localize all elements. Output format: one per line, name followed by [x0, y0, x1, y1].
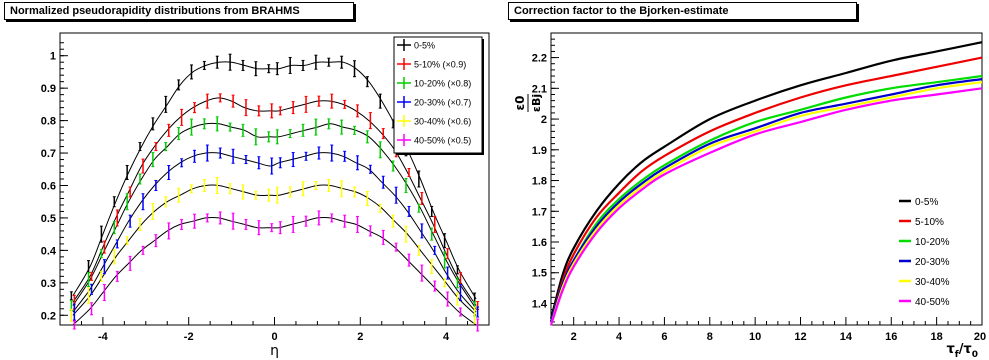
series-line [549, 81, 983, 326]
y-tick-label: 0.7 [41, 148, 56, 160]
x-tick-label: 18 [931, 331, 943, 343]
x-tick-label: 6 [661, 331, 667, 343]
y-tick-label: 1.8 [532, 176, 547, 188]
legend-label: 30-40% [915, 277, 950, 288]
y-tick-label: 1.5 [532, 268, 547, 280]
y-tick-label: 1.7 [532, 206, 547, 218]
x-axis-label: η [270, 343, 279, 359]
y-axis-label-numerator: ε0 [513, 95, 527, 110]
y-tick-label: 0.6 [41, 180, 56, 192]
x-tick-label: 14 [840, 331, 853, 343]
y-tick-label: 2.1 [532, 83, 547, 95]
y-axis-label-denominator: εBj [530, 94, 543, 112]
legend-box [393, 36, 483, 154]
y-tick-label: 1 [50, 51, 56, 63]
y-tick-label: 0.8 [41, 116, 56, 128]
legend-label: 5-10% [915, 217, 944, 228]
left-chart: -4 -2 0 2 4 0.2 0.3 0.4 0.5 0.6 0.7 0.8 0.9 1 η 0-5% 5-1… [41, 32, 490, 359]
legend-label: 10-20% (×0.8) [414, 79, 471, 89]
x-tick-label: 20 [974, 331, 986, 343]
x-tick-label: -2 [184, 331, 194, 343]
x-tick-label: 10 [749, 331, 761, 343]
x-tick-label: 16 [885, 331, 897, 343]
right-chart: 2 4 6 8 10 12 14 16 18 20 1.4 1.5 1.6 1.7 1.8 1.9 2 2.1 2.… [513, 32, 986, 360]
x-tick-label: 4 [616, 331, 623, 343]
legend-label: 40-50% (×0.5) [414, 136, 471, 146]
x-tick-label: 12 [794, 331, 806, 343]
x-tick-label: 4 [443, 331, 450, 343]
legend-label: 0-5% [414, 41, 435, 51]
legend-label: 0-5% [915, 197, 938, 208]
series-line [549, 87, 983, 326]
legend-box [891, 191, 977, 311]
y-tick-label: 1.4 [532, 298, 548, 310]
y-tick-label: 2 [541, 114, 547, 126]
series-line [549, 41, 983, 320]
y-tick-label: 0.4 [41, 245, 57, 257]
y-axis-label: ε0 εBj [513, 94, 543, 112]
legend-label: 20-30% [915, 257, 950, 268]
right-chart-title: Correction factor to the Bjorken-estimat… [508, 2, 857, 20]
legend-label: 10-20% [915, 237, 950, 248]
legend-label: 30-40% (×0.6) [414, 117, 471, 127]
y-tick-label: 0.5 [41, 213, 56, 225]
x-tick-label: 8 [707, 331, 713, 343]
x-tick-label: 2 [357, 331, 363, 343]
y-tick-label: 0.3 [41, 278, 56, 290]
y-tick-label: 1.9 [532, 145, 547, 157]
series-line [549, 78, 983, 323]
left-chart-title: Normalized pseudorapidity distributions … [4, 2, 354, 20]
x-tick-label: 0 [271, 331, 277, 343]
legend-label: 40-50% [915, 297, 950, 308]
x-axis-label: τf/τ0 [946, 342, 978, 360]
y-tick-label: 0.9 [41, 83, 56, 95]
legend-label: 20-30% (×0.7) [414, 98, 471, 108]
y-tick-label: 1.6 [532, 237, 547, 249]
legend-label: 5-10% (×0.9) [414, 60, 466, 70]
series-line [549, 56, 983, 323]
x-tick-label: 2 [571, 331, 577, 343]
x-tick-label: -4 [98, 331, 109, 343]
y-tick-label: 2.2 [532, 53, 547, 65]
y-tick-label: 0.2 [41, 310, 56, 322]
